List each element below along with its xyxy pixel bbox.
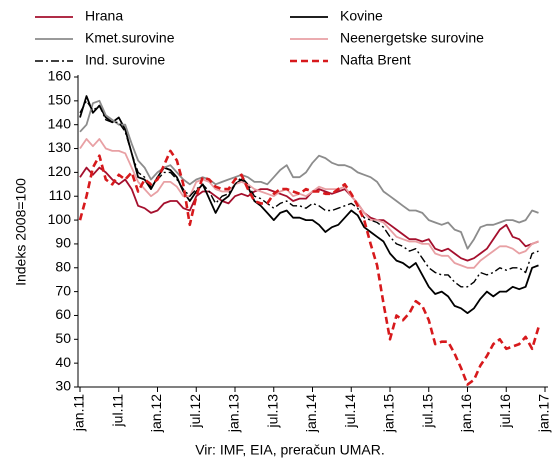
y-tick-label: 160 (48, 68, 72, 84)
x-tick-label: jan.17 (536, 394, 552, 433)
x-tick-label: jul.12 (187, 394, 203, 429)
y-tick-label: 130 (48, 139, 72, 155)
x-tick-label: jul.16 (497, 394, 513, 429)
y-tick-label: 120 (48, 163, 72, 179)
x-tick-label: jul.15 (419, 394, 435, 429)
legend-label: Kmet.surovine (85, 30, 175, 46)
x-tick-label: jan.13 (226, 394, 242, 433)
source-note: Vir: IMF, EIA, preračun UMAR. (195, 442, 385, 458)
series-line (79, 99, 539, 250)
x-tick-label: jan.14 (303, 394, 319, 433)
x-tick-label: jul.13 (264, 394, 280, 429)
x-tick-label: jan.15 (381, 394, 397, 433)
x-tick-label: jan.11 (71, 394, 87, 432)
series-line (79, 138, 539, 269)
series-line (78, 149, 540, 386)
y-tick-label: 80 (55, 258, 71, 274)
y-tick-label: 70 (55, 282, 71, 298)
legend-label: Ind. surovine (85, 52, 165, 68)
legend-label: Hrana (85, 8, 123, 24)
x-tick-label: jul.11 (109, 394, 125, 428)
legend-label: Kovine (340, 8, 383, 24)
legend-label: Nafta Brent (340, 52, 411, 68)
y-tick-label: 40 (55, 354, 71, 370)
y-tick-label: 60 (55, 306, 71, 322)
y-tick-label: 110 (49, 187, 72, 203)
y-axis-label: Indeks 2008=100 (13, 178, 29, 286)
series-line (79, 95, 539, 314)
y-tick-label: 50 (55, 330, 71, 346)
y-tick-label: 90 (55, 235, 71, 251)
y-tick-label: 30 (55, 378, 71, 394)
series-line (79, 166, 539, 262)
x-tick-label: jan.16 (458, 394, 474, 433)
y-tick-label: 150 (48, 92, 72, 108)
y-tick-label: 140 (48, 115, 72, 131)
y-tick-label: 100 (48, 211, 72, 227)
legend-label: Neenergetske surovine (340, 30, 484, 46)
x-tick-label: jul.14 (342, 394, 358, 429)
x-tick-label: jan.12 (148, 394, 164, 433)
